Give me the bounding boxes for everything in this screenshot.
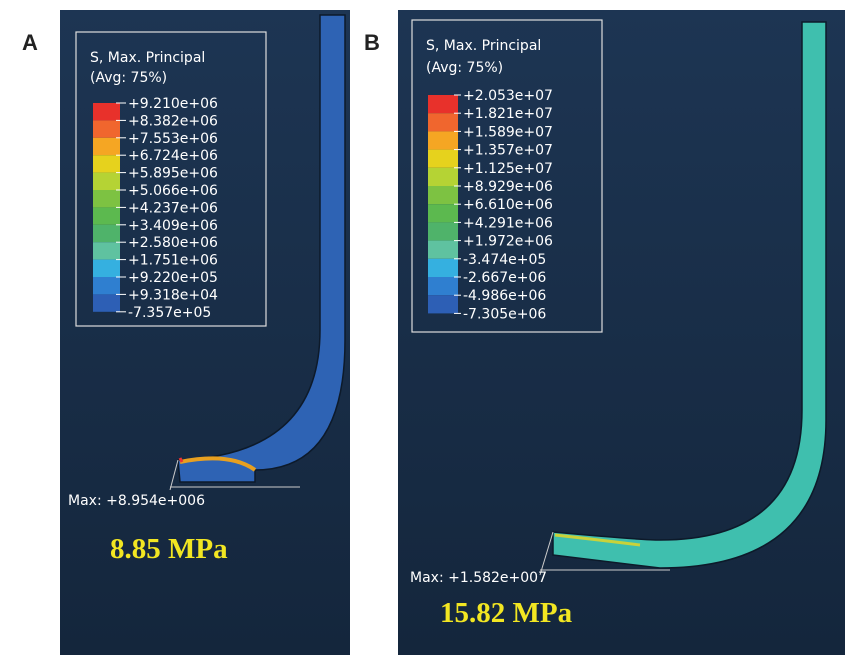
legend-value: +6.610e+06 [463, 197, 553, 213]
legend-value: +5.066e+06 [128, 183, 218, 199]
legend-value: +1.589e+07 [463, 124, 553, 140]
legend-value: +9.210e+06 [128, 96, 218, 112]
legend-swatch [93, 173, 120, 190]
legend-swatch [428, 204, 458, 222]
legend-swatch [93, 155, 120, 172]
legend-swatch [93, 138, 120, 155]
legend-title: S, Max. Principal [426, 38, 541, 54]
legend-swatch [93, 242, 120, 259]
legend-swatch [93, 277, 120, 294]
max-label: Max: +8.954e+006 [68, 493, 205, 509]
legend-swatch [428, 150, 458, 168]
panel-label: B [364, 30, 380, 55]
legend-value: +2.053e+07 [463, 88, 553, 104]
legend-value: -7.305e+06 [463, 306, 546, 322]
legend-swatch [428, 222, 458, 240]
legend-subtitle: (Avg: 75%) [90, 70, 167, 86]
legend-value: +7.553e+06 [128, 131, 218, 147]
legend-value: +4.237e+06 [128, 200, 218, 216]
legend-swatch [428, 277, 458, 295]
legend-subtitle: (Avg: 75%) [426, 60, 503, 76]
legend-swatch [428, 168, 458, 186]
legend-value: +1.125e+07 [463, 161, 553, 177]
legend-swatch [428, 131, 458, 149]
max-label: Max: +1.582e+007 [410, 570, 547, 586]
legend-swatch [428, 113, 458, 131]
legend-value: -4.986e+06 [463, 288, 546, 304]
legend-swatch [93, 207, 120, 224]
legend-swatch [93, 190, 120, 207]
legend-swatch [428, 186, 458, 204]
legend-swatch [93, 260, 120, 277]
legend-title: S, Max. Principal [90, 50, 205, 66]
legend-value: +9.318e+04 [128, 287, 218, 303]
legend-value: +9.220e+05 [128, 270, 218, 286]
legend-value: +1.821e+07 [463, 106, 553, 122]
stress-peak-a [180, 458, 182, 462]
figure: A B S, Max. Principal (Avg: 75%) +9.210e+0… [0, 0, 845, 655]
legend-swatch [93, 294, 120, 311]
legend-swatch [93, 225, 120, 242]
panel-label: A [22, 30, 38, 55]
legend-value: -2.667e+06 [463, 270, 546, 286]
legend-value: +4.291e+06 [463, 215, 553, 231]
legend-value: +1.972e+06 [463, 234, 553, 250]
legend-swatch [428, 95, 458, 113]
stress-annotation: 15.82 MPa [440, 597, 573, 629]
legend-value: +8.382e+06 [128, 113, 218, 129]
legend-value: +6.724e+06 [128, 148, 218, 164]
legend-value: -7.357e+05 [128, 305, 211, 321]
legend-value: +1.357e+07 [463, 143, 553, 159]
legend-value: +2.580e+06 [128, 235, 218, 251]
legend-swatch [93, 103, 120, 120]
legend-swatch [428, 295, 458, 313]
legend-value: +3.409e+06 [128, 218, 218, 234]
legend-value: +5.895e+06 [128, 166, 218, 182]
legend-swatch [428, 241, 458, 259]
legend-value: +8.929e+06 [463, 179, 553, 195]
legend-swatch [428, 259, 458, 277]
legend-value: -3.474e+05 [463, 252, 546, 268]
legend-swatch [93, 120, 120, 137]
legend-value: +1.751e+06 [128, 253, 218, 269]
stress-annotation: 8.85 MPa [110, 533, 228, 565]
